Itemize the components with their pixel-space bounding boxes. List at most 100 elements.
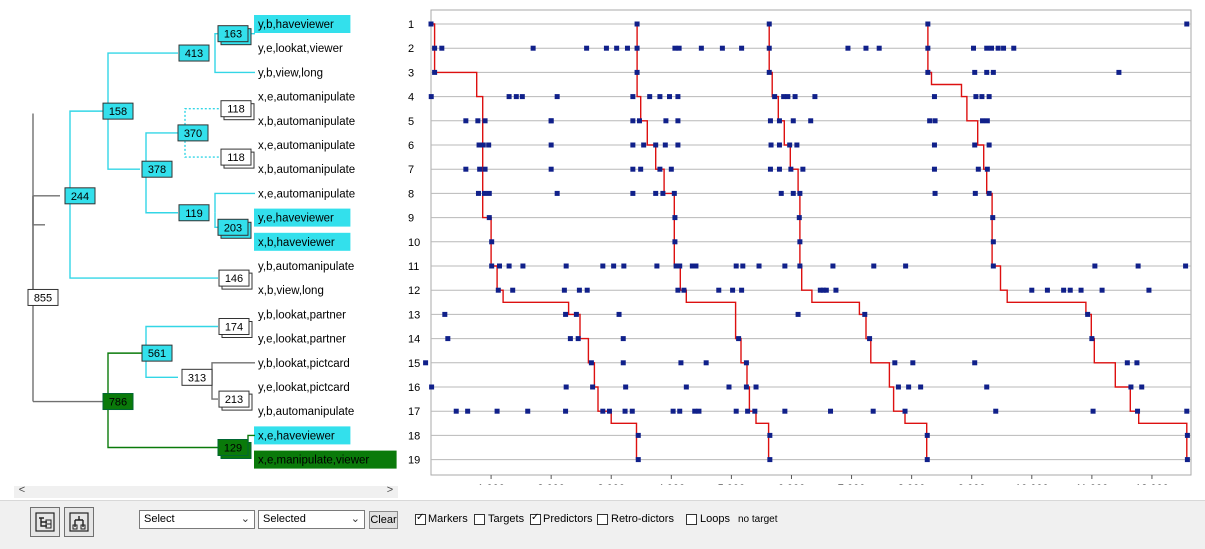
tree-view-button[interactable] xyxy=(30,507,60,537)
tree-node-box[interactable] xyxy=(220,100,252,118)
leaf-label[interactable]: x,e,automanipulate xyxy=(258,140,355,152)
dendrogram-branch xyxy=(211,377,218,400)
leaf-label[interactable]: x,e,haveviewer xyxy=(258,430,335,442)
select-dropdown[interactable]: Select ⌄ xyxy=(139,510,255,529)
tree-node-box[interactable] xyxy=(218,318,250,335)
event-marker xyxy=(1085,311,1091,317)
event-marker xyxy=(792,94,798,100)
leaf-label[interactable]: y,b,lookat,partner xyxy=(258,309,346,321)
tree-node-box[interactable] xyxy=(181,368,213,386)
tree-node-box[interactable] xyxy=(64,187,96,205)
x-tick-label: 10,000 xyxy=(1015,483,1049,485)
tree-node-box[interactable] xyxy=(178,44,210,62)
tree-node-box[interactable] xyxy=(220,148,252,166)
tree-node-label: 313 xyxy=(188,372,206,384)
event-marker xyxy=(931,142,937,148)
retro-dictors-checkbox[interactable] xyxy=(597,514,608,525)
leaf-highlight xyxy=(254,426,351,445)
targets-checkbox[interactable] xyxy=(474,514,485,525)
event-marker xyxy=(689,263,695,269)
event-marker xyxy=(634,69,640,75)
leaf-label[interactable]: y,e,lookat,partner xyxy=(258,334,346,346)
event-plot-panel[interactable]: 123456789101112131415161718191,0002,0003… xyxy=(400,0,1205,485)
leaf-label[interactable]: y,e,haveviewer xyxy=(258,213,334,225)
event-marker xyxy=(477,166,483,172)
tree-node-box[interactable] xyxy=(102,102,134,120)
tree-node-box[interactable] xyxy=(27,288,59,306)
event-marker xyxy=(767,118,773,124)
event-marker xyxy=(772,94,778,100)
row-label: 17 xyxy=(408,406,420,418)
x-tick-label: 11,000 xyxy=(1075,483,1108,485)
tree-node-box[interactable] xyxy=(217,218,249,236)
tree-node-box[interactable] xyxy=(218,390,250,408)
leaf-label[interactable]: x,b,automanipulate xyxy=(258,116,355,128)
event-marker xyxy=(475,190,481,196)
event-marker xyxy=(984,118,990,124)
leaf-label[interactable]: y,e,lookat,viewer xyxy=(258,43,343,55)
scroll-right-icon[interactable]: > xyxy=(386,484,394,496)
predictor-path xyxy=(431,23,638,460)
event-marker xyxy=(675,118,681,124)
tree-node-box[interactable] xyxy=(218,269,250,287)
leaf-label[interactable]: y,b,automanipulate xyxy=(258,261,354,273)
event-marker xyxy=(862,311,868,317)
status-text: no target xyxy=(738,514,778,525)
leaf-highlight xyxy=(254,208,351,227)
selected-dropdown[interactable]: Selected ⌄ xyxy=(258,510,365,529)
tree-node-box[interactable] xyxy=(102,393,134,411)
leaf-label[interactable]: x,e,automanipulate xyxy=(258,188,355,200)
event-marker xyxy=(653,142,659,148)
leaf-label[interactable]: y,b,haveviewer xyxy=(258,19,334,31)
event-marker xyxy=(584,287,590,293)
event-marker xyxy=(496,263,502,269)
dendrogram-branch xyxy=(214,212,218,228)
scroll-left-icon[interactable]: < xyxy=(18,484,26,496)
leaf-label[interactable]: x,b,haveviewer xyxy=(258,237,335,249)
dendrogram-panel[interactable]: y,b,haveviewer y,e,lookat,viewer y,b,view,… xyxy=(0,0,400,485)
clear-button[interactable]: Clear xyxy=(369,511,398,529)
tree-node-box[interactable] xyxy=(217,25,249,43)
event-marker xyxy=(606,408,612,414)
event-marker xyxy=(620,336,626,342)
event-marker xyxy=(630,118,636,124)
event-marker xyxy=(903,263,909,269)
tree-node-box[interactable] xyxy=(217,439,249,456)
leaf-label[interactable]: y,e,lookat,pictcard xyxy=(258,382,350,394)
event-plot: 123456789101112131415161718191,0002,0003… xyxy=(408,9,1192,485)
event-marker xyxy=(767,166,773,172)
row-label: 11 xyxy=(408,261,419,273)
leaf-label[interactable]: x,e,manipulate,viewer xyxy=(258,455,369,467)
leaf-label[interactable]: y,b,lookat,pictcard xyxy=(258,358,350,370)
leaf-label[interactable]: x,b,view,long xyxy=(258,285,324,297)
leaf-label[interactable]: y,b,view,long xyxy=(258,67,323,79)
event-marker xyxy=(693,263,699,269)
leaf-label[interactable]: x,b,automanipulate xyxy=(258,164,355,176)
event-marker xyxy=(924,432,930,438)
event-marker xyxy=(797,263,803,269)
event-marker xyxy=(797,239,803,245)
tree-node-box[interactable] xyxy=(178,204,210,222)
event-marker xyxy=(1067,287,1073,293)
event-marker xyxy=(614,45,620,51)
tree-node-label: 244 xyxy=(71,191,89,203)
horizontal-scrollbar[interactable]: < > xyxy=(14,484,398,498)
event-marker xyxy=(736,336,742,342)
tree-node-box[interactable] xyxy=(141,160,173,178)
tree-node-box[interactable] xyxy=(141,344,173,362)
event-marker xyxy=(1044,287,1050,293)
tree-node-label: 158 xyxy=(109,106,127,118)
event-marker xyxy=(1061,287,1067,293)
markers-label: Markers xyxy=(428,513,468,525)
tree-node-box[interactable] xyxy=(177,124,209,142)
predictors-checkbox[interactable] xyxy=(530,512,541,525)
event-marker xyxy=(563,408,569,414)
event-marker xyxy=(567,336,573,342)
loops-checkbox[interactable] xyxy=(686,514,697,525)
x-tick-label: 8,000 xyxy=(898,483,926,485)
markers-checkbox[interactable] xyxy=(415,512,426,525)
hierarchy-view-button[interactable] xyxy=(64,507,94,537)
leaf-label[interactable]: y,b,automanipulate xyxy=(258,406,354,418)
dendrogram-branch xyxy=(214,53,255,74)
leaf-label[interactable]: x,e,automanipulate xyxy=(258,92,355,104)
